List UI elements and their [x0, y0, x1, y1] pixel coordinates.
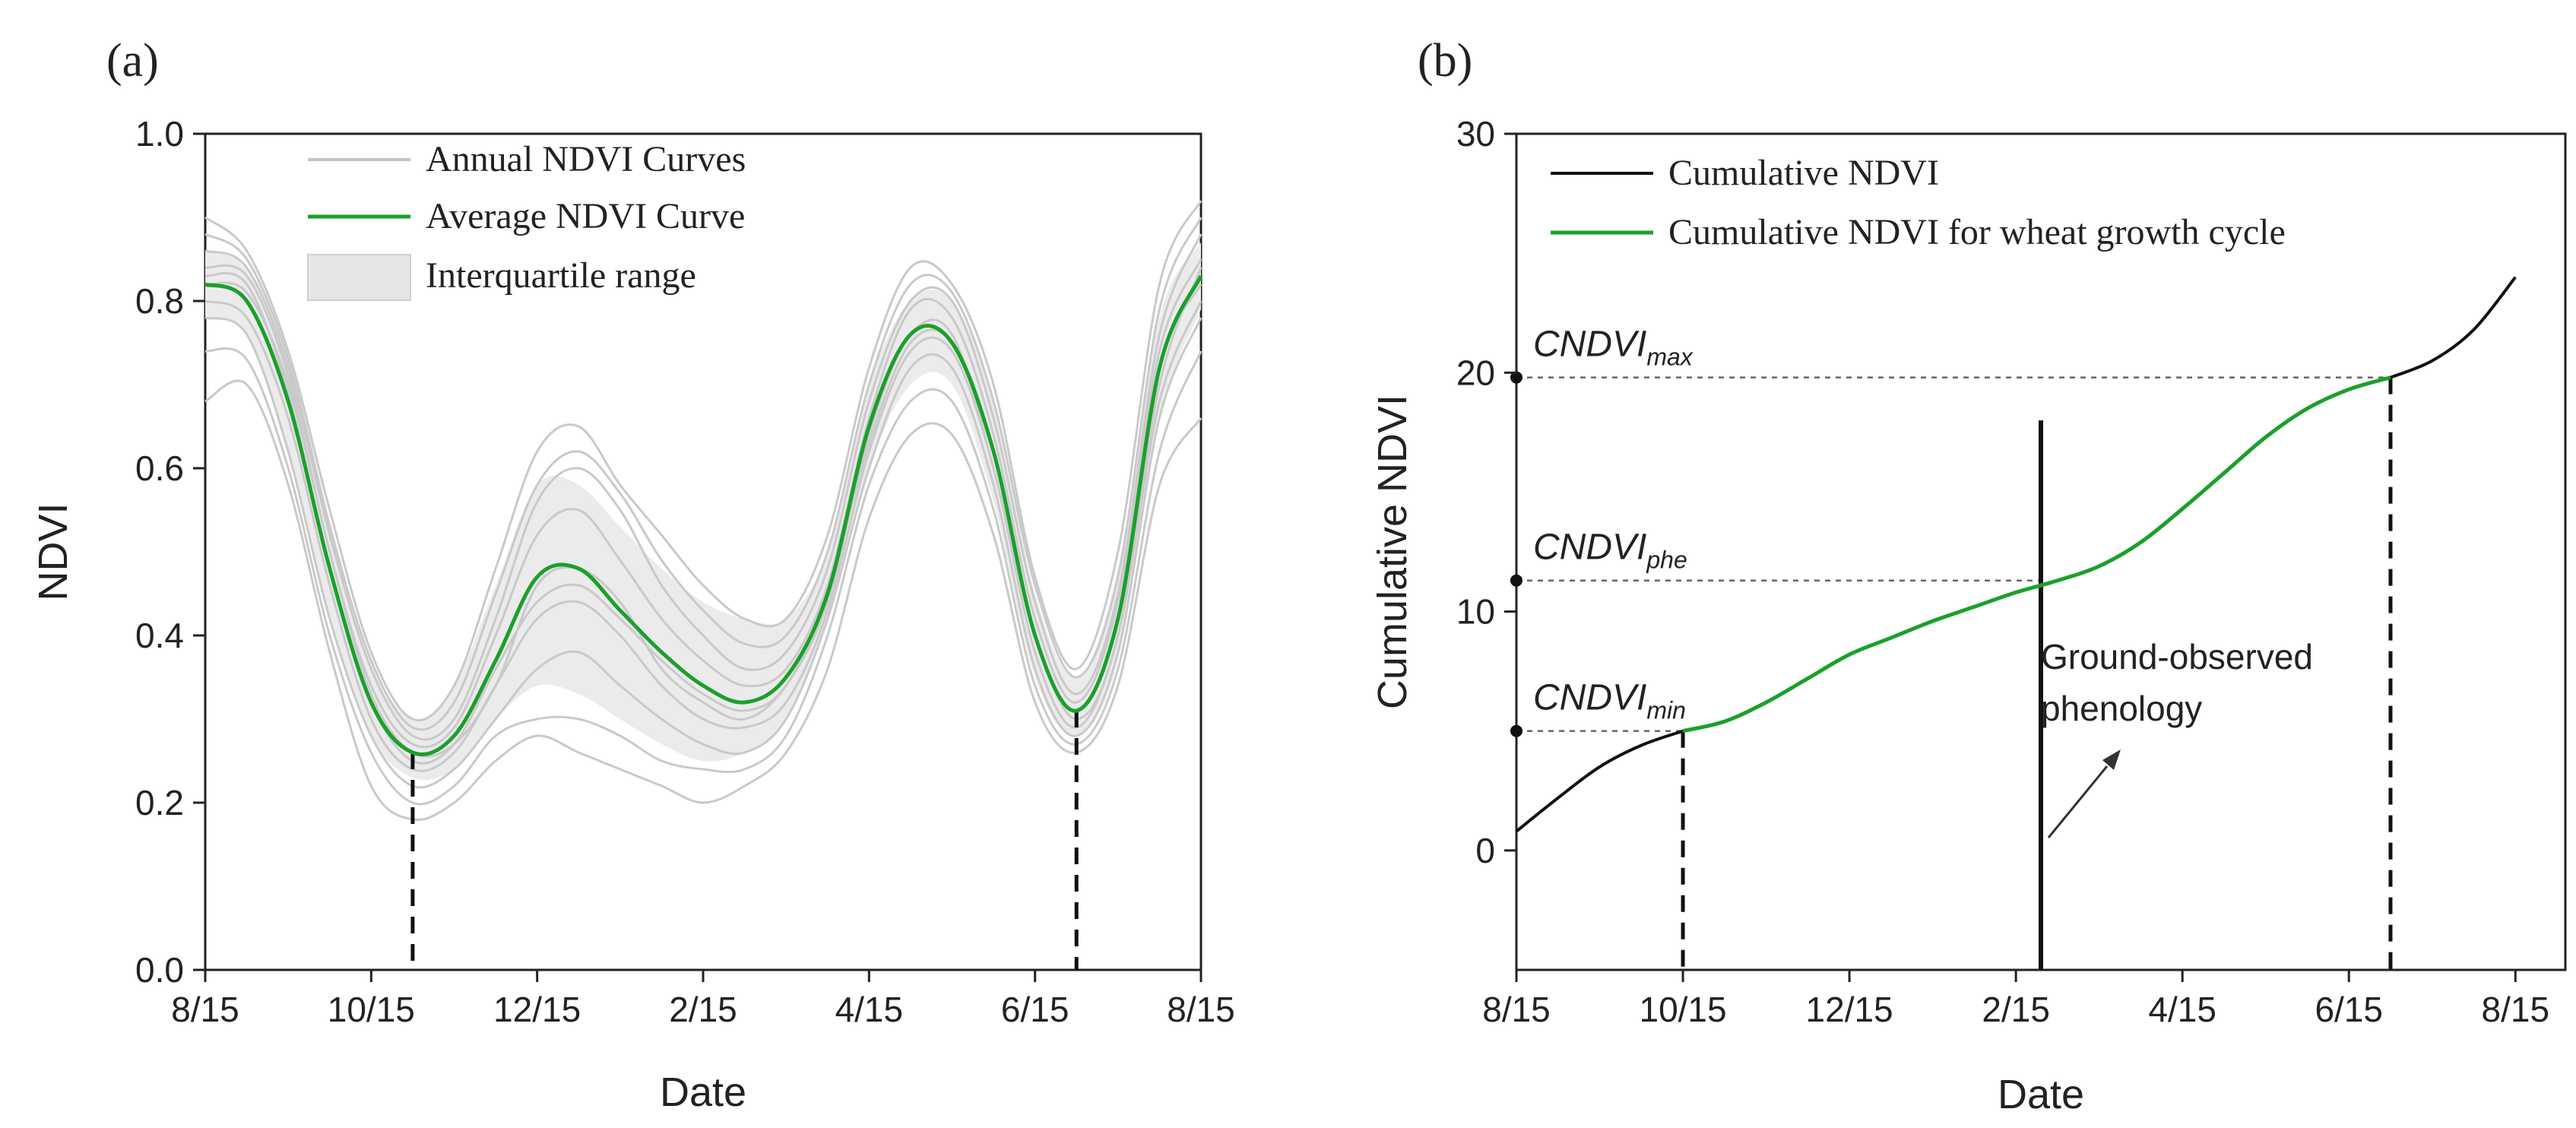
annotation-cndvi-min: CNDVImin [1533, 678, 1686, 724]
legend-average-label: Average NDVI Curve [426, 196, 745, 236]
panel-b-y-axis-label: Cumulative NDVI [1370, 394, 1415, 709]
a-x-tick-label-0: 8/15 [171, 990, 239, 1029]
b-x-tick-label-2: 12/15 [1806, 990, 1893, 1029]
iqr-band [205, 242, 1201, 781]
b-x-tick-label-6: 8/15 [2482, 990, 2550, 1029]
b-x-tick-label-1: 10/15 [1639, 990, 1726, 1029]
guide-dot-min [1510, 724, 1522, 737]
panel-b-legend: Cumulative NDVI Cumulative NDVI for whea… [1551, 153, 2286, 252]
ground-observed-label-line2: phenology [2041, 689, 2202, 728]
panel-a-x-axis-label: Date [660, 1069, 746, 1115]
panel-a-x-ticks: 8/15 10/15 12/15 2/15 4/15 6/15 8/15 [171, 970, 1235, 1029]
annual-curve-3 [204, 267, 1202, 758]
panel-b-y-ticks: 0 10 20 30 [1456, 114, 1516, 870]
panel-a-label: (a) [106, 35, 159, 87]
b-y-tick-label-2: 20 [1456, 353, 1495, 392]
annual-curve-5 [204, 347, 1202, 806]
panel-b-guide-layer [1510, 371, 2393, 970]
b-x-tick-label-0: 8/15 [1482, 990, 1551, 1029]
a-x-tick-label-1: 10/15 [328, 990, 415, 1029]
average-ndvi-curve [204, 274, 1203, 756]
b-x-tick-label-3: 2/15 [1982, 990, 2050, 1029]
panel-a-average-layer [204, 274, 1203, 756]
annual-curve-7 [204, 299, 1202, 772]
b-y-tick-label-1: 10 [1456, 592, 1495, 632]
legend-iqr-swatch [307, 254, 411, 301]
panel-a: (a) 8/15 10/15 12/15 2/15 4/15 6/15 8/15 0.00.… [30, 35, 1235, 1115]
annotation-cndvi-max: CNDVImax [1533, 325, 1694, 371]
annotation-cndvi-phe-sub: phe [1646, 547, 1687, 574]
a-y-tick-label-1: 0.2 [135, 783, 184, 822]
legend-iqr-label: Interquartile range [426, 255, 696, 296]
a-x-tick-label-5: 6/15 [1001, 990, 1069, 1029]
ground-observed-arrow-line [2047, 765, 2109, 838]
guide-dot-max [1510, 371, 1522, 384]
a-y-tick-label-0: 0.0 [135, 950, 184, 990]
panel-b-label: (b) [1418, 35, 1472, 87]
a-x-tick-label-2: 12/15 [493, 990, 581, 1029]
annual-curve-9 [204, 379, 1202, 822]
panel-b: (b) 8/15 10/15 12/15 2/15 4/15 6/15 8/15 0 10 20… [1370, 35, 2567, 1117]
ground-observed-arrow-head [2102, 749, 2121, 770]
b-y-tick-label-0: 0 [1475, 831, 1495, 870]
annotation-cndvi-phe: CNDVIphe [1533, 528, 1687, 574]
b-y-tick-label-3: 30 [1456, 114, 1495, 154]
a-x-tick-label-4: 4/15 [835, 990, 904, 1029]
panel-a-iqr-band-layer [205, 242, 1201, 781]
annual-curve-6 [204, 258, 1202, 749]
annotation-cndvi-max-sub: max [1646, 344, 1693, 371]
wheat-growth-cycle-curve [1682, 375, 2391, 734]
panel-b-series-layer [1515, 276, 2517, 833]
legend-cumulative-label: Cumulative NDVI [1668, 153, 1939, 193]
panel-a-marker-layer [410, 711, 1079, 970]
a-x-tick-label-6: 8/15 [1167, 990, 1235, 1029]
annual-curve-2 [204, 316, 1202, 789]
panel-a-y-axis-label: NDVI [30, 502, 76, 600]
panel-b-x-axis-label: Date [1998, 1072, 2084, 1117]
cumulative-ndvi-curve-early [1515, 729, 1684, 833]
cumulative-ndvi-curve-late [2390, 276, 2517, 379]
a-y-tick-label-3: 0.6 [135, 448, 184, 488]
annual-curve-8 [204, 217, 1202, 731]
panel-a-y-ticks: 0.0 0.2 0.4 0.6 0.8 1.0 [135, 114, 205, 990]
panel-a-legend: Annual NDVI Curves Average NDVI Curve In… [307, 139, 746, 301]
annotation-cndvi-min-sub: min [1646, 697, 1686, 724]
guide-dot-phe [1510, 574, 1522, 587]
a-y-tick-label-2: 0.4 [135, 616, 184, 655]
annotation-cndvi-max-main: CNDVI [1533, 325, 1646, 365]
annual-curve-1 [204, 233, 1202, 741]
panel-a-annual-curves-layer [204, 200, 1202, 822]
b-x-tick-label-5: 6/15 [2315, 990, 2383, 1029]
a-y-tick-label-4: 0.8 [135, 281, 184, 321]
b-x-tick-label-4: 4/15 [2148, 990, 2216, 1029]
ground-observed-label-line1: Ground-observed [2041, 637, 2313, 676]
a-y-tick-label-5: 1.0 [135, 114, 184, 154]
legend-annual-label: Annual NDVI Curves [426, 139, 746, 179]
legend-wheat-label: Cumulative NDVI for wheat growth cycle [1668, 212, 2286, 252]
a-x-tick-label-3: 2/15 [669, 990, 737, 1029]
annual-curve-4 [204, 200, 1202, 721]
annotation-cndvi-min-main: CNDVI [1533, 678, 1646, 718]
panel-b-x-ticks: 8/15 10/15 12/15 2/15 4/15 6/15 8/15 [1482, 970, 2549, 1029]
annotation-cndvi-phe-main: CNDVI [1533, 528, 1646, 568]
